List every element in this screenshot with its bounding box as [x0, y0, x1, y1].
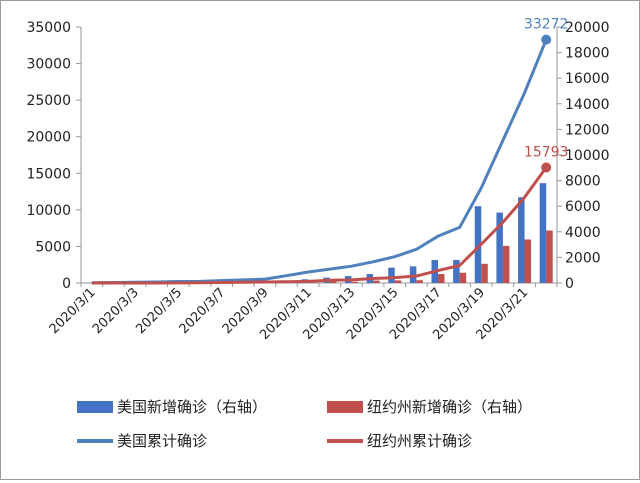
left-tick-label: 5000 [35, 239, 71, 255]
right-tick-label: 20000 [565, 20, 610, 36]
data-label: 15793 [524, 144, 569, 160]
bar [395, 280, 402, 283]
left-tick-label: 0 [62, 276, 71, 292]
bar [438, 274, 445, 283]
legend-label: 纽约州新增确诊（右轴） [367, 398, 532, 416]
right-tick-label: 16000 [565, 71, 610, 87]
bar [373, 281, 380, 283]
left-tick-label: 15000 [26, 166, 71, 182]
bar [518, 197, 525, 283]
legend-swatch [77, 401, 113, 413]
bars-layer [85, 183, 552, 283]
axes-layer: 0 5000 10000 15000 20000 25000 30000 35000 0 2000… [26, 20, 609, 343]
left-tick-label: 30000 [26, 57, 71, 73]
bar [503, 246, 510, 283]
series-end-marker [541, 35, 551, 45]
bar [481, 264, 488, 283]
right-tick-label: 18000 [565, 46, 610, 62]
legend-label: 纽约州累计确诊 [367, 432, 472, 450]
left-tick-label: 20000 [26, 130, 71, 146]
bar [540, 183, 547, 283]
bar [416, 280, 423, 283]
bar [351, 282, 358, 283]
legend-swatch [327, 401, 363, 413]
right-tick-label: 4000 [565, 225, 601, 241]
x-tick-label: 2020/3/1 [47, 285, 99, 337]
left-tick-label: 25000 [26, 93, 71, 109]
legend: 美国新增确诊（右轴） 纽约州新增确诊（右轴） 美国累计确诊 纽约州累计确诊 [77, 398, 532, 450]
left-tick-label: 10000 [26, 203, 71, 219]
x-tick-label: 2020/3/5 [133, 285, 185, 337]
bar [546, 231, 553, 283]
lines-layer [92, 35, 551, 283]
bar [525, 239, 532, 283]
right-tick-label: 8000 [565, 174, 601, 190]
bar [453, 260, 460, 283]
right-tick-label: 10000 [565, 148, 610, 164]
right-tick-label: 12000 [565, 122, 610, 138]
legend-label: 美国累计确诊 [117, 432, 207, 450]
left-tick-label: 35000 [26, 20, 71, 36]
series-end-marker [541, 162, 551, 172]
data-label: 33272 [524, 17, 569, 33]
x-tick-label: 2020/3/3 [90, 285, 142, 337]
right-tick-label: 6000 [565, 199, 601, 215]
bar [460, 273, 467, 283]
right-tick-label: 14000 [565, 97, 610, 113]
right-tick-label: 0 [565, 276, 574, 292]
bar [388, 268, 395, 283]
right-tick-label: 2000 [565, 250, 601, 266]
legend-label: 美国新增确诊（右轴） [117, 398, 267, 416]
x-tick-label: 2020/3/7 [177, 285, 229, 337]
